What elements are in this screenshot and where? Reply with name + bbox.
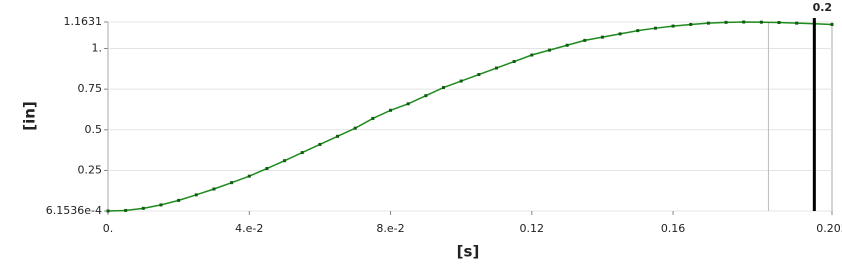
point xyxy=(777,21,781,25)
point xyxy=(371,116,375,120)
point xyxy=(442,86,446,90)
point xyxy=(353,126,357,130)
y-tick-label: 0.5 xyxy=(85,123,103,136)
series-line xyxy=(107,21,833,212)
y-tick-label: 0.75 xyxy=(78,82,103,95)
point xyxy=(600,35,604,39)
point xyxy=(724,20,728,24)
point xyxy=(671,24,675,28)
point xyxy=(212,187,216,191)
point xyxy=(318,142,322,146)
plot-area xyxy=(107,21,833,212)
point xyxy=(389,108,393,112)
y-tick-label: 6.1536e-4 xyxy=(46,204,102,217)
y-tick-label: 0.25 xyxy=(78,163,103,176)
point xyxy=(159,203,163,207)
point xyxy=(265,167,269,171)
point xyxy=(141,206,145,210)
point xyxy=(706,21,710,25)
x-axis-title: [s] xyxy=(457,243,480,261)
point xyxy=(618,32,622,36)
cursor-label: 0.2 xyxy=(813,1,833,14)
point xyxy=(459,79,463,83)
point xyxy=(512,60,516,64)
point xyxy=(565,43,569,47)
point xyxy=(124,208,128,212)
point xyxy=(477,73,481,77)
point xyxy=(795,21,799,25)
y-axis-title: [in] xyxy=(21,101,39,131)
point xyxy=(194,193,198,197)
point xyxy=(336,134,340,138)
x-tick-label: 0.12 xyxy=(520,222,545,235)
point xyxy=(230,181,234,185)
point xyxy=(406,102,410,106)
x-tick-label: 0.16 xyxy=(661,222,686,235)
point xyxy=(653,26,657,30)
point xyxy=(494,66,498,70)
point xyxy=(759,20,763,24)
point xyxy=(106,209,110,213)
point xyxy=(283,159,287,163)
point xyxy=(530,53,534,57)
point xyxy=(689,22,693,26)
point xyxy=(547,48,551,52)
x-tick-label: 4.e-2 xyxy=(235,222,263,235)
y-tick-label: 1. xyxy=(92,42,103,55)
point xyxy=(424,94,428,98)
x-tick-label: 0. xyxy=(103,222,114,235)
point xyxy=(583,38,587,42)
point xyxy=(636,29,640,33)
y-tick-label: 1.1631 xyxy=(64,15,103,28)
x-tick-label: 0.205 xyxy=(816,222,842,235)
point xyxy=(300,151,304,155)
point xyxy=(177,198,181,202)
point xyxy=(830,22,834,26)
x-tick-label: 8.e-2 xyxy=(376,222,404,235)
point xyxy=(247,174,251,178)
point xyxy=(742,20,746,24)
